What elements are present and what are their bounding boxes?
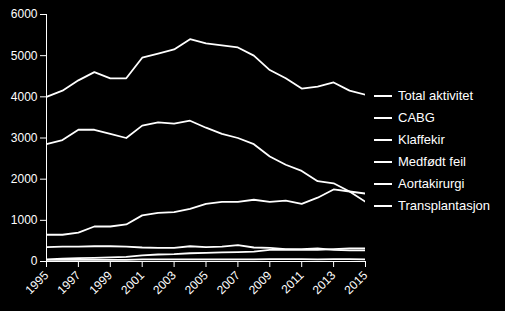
svg-text:2011: 2011 bbox=[278, 268, 306, 296]
svg-text:4000: 4000 bbox=[11, 90, 38, 104]
svg-text:5000: 5000 bbox=[11, 49, 38, 63]
html-text:Aortakirurgi: Aortakirurgi bbox=[398, 176, 465, 191]
svg-text:2007: 2007 bbox=[214, 268, 243, 297]
svg-text:2005: 2005 bbox=[182, 268, 211, 297]
svg-text:2009: 2009 bbox=[246, 268, 275, 297]
svg-text:2003: 2003 bbox=[150, 268, 179, 297]
svg-text:0: 0 bbox=[31, 254, 38, 268]
html-text:Klaffekir: Klaffekir bbox=[398, 132, 445, 147]
svg-text:2001: 2001 bbox=[118, 268, 147, 297]
svg-text:1995: 1995 bbox=[23, 268, 52, 297]
html-text:CABG: CABG bbox=[398, 110, 435, 125]
html-text:Total aktivitet: Total aktivitet bbox=[398, 88, 474, 103]
svg-text:3000: 3000 bbox=[11, 131, 38, 145]
svg-text:1997: 1997 bbox=[54, 268, 83, 297]
svg-text:2013: 2013 bbox=[310, 268, 339, 297]
html-text:Transplantasjon: Transplantasjon bbox=[398, 198, 490, 213]
html-text:Medfødt feil: Medfødt feil bbox=[398, 154, 466, 169]
svg-text:1999: 1999 bbox=[86, 268, 115, 297]
svg-text:1000: 1000 bbox=[11, 213, 38, 227]
svg-text:2000: 2000 bbox=[11, 172, 38, 186]
svg-text:6000: 6000 bbox=[11, 7, 38, 21]
svg-text:2015: 2015 bbox=[342, 268, 371, 297]
